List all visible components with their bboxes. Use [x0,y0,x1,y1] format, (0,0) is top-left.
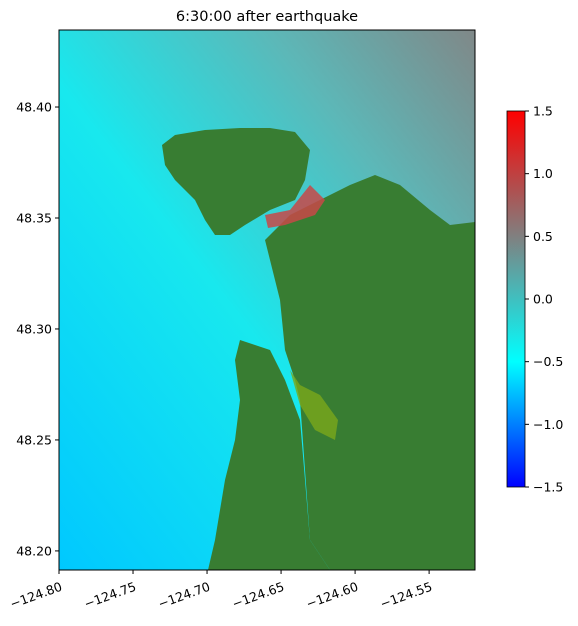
y-tick-label: 48.25 [16,432,52,447]
x-tick-label: −124.65 [230,579,286,612]
colorbar-tick-label: −1.5 [533,480,563,495]
colorbar-tick-label: −0.5 [533,354,563,369]
colorbar-tick-label: 1.5 [533,104,553,119]
colorbar-tick-label: 0.0 [533,292,553,307]
colorbar-tick-label: 1.0 [533,166,553,181]
y-tick-label: 48.35 [16,210,52,225]
colorbar-tick-label: −1.0 [533,417,563,432]
y-tick-label: 48.30 [16,321,52,336]
colorbar [506,110,526,488]
map-area [59,30,475,570]
plot-frame [58,29,476,571]
colorbar-tick-label: 0.5 [533,229,553,244]
x-tick-label: −124.55 [378,579,434,612]
chart-title: 6:30:00 after earthquake [176,9,358,25]
x-tick-label: −124.70 [156,579,212,612]
wave-peak [265,185,325,228]
x-tick-label: −124.75 [82,579,138,612]
land [162,128,475,570]
tidal-flat [290,370,338,440]
y-tick-label: 48.20 [16,543,52,558]
y-tick-label: 48.40 [16,100,52,115]
x-tick-label: −124.60 [304,579,360,612]
x-tick-label: −124.80 [8,579,64,612]
